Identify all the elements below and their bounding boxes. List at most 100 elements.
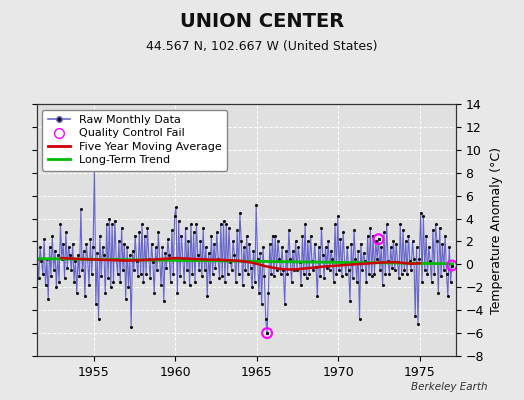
Legend: Raw Monthly Data, Quality Control Fail, Five Year Moving Average, Long-Term Tren: Raw Monthly Data, Quality Control Fail, … — [42, 110, 227, 171]
Point — [39, 270, 47, 277]
Point — [206, 278, 214, 285]
Point — [158, 244, 167, 250]
Point — [431, 221, 440, 228]
Point — [79, 248, 88, 254]
Point — [394, 259, 402, 265]
Point — [283, 270, 292, 277]
Point — [78, 267, 86, 273]
Point — [296, 259, 304, 265]
Point — [97, 273, 105, 279]
Point — [117, 224, 126, 231]
Point — [55, 278, 63, 285]
Point — [418, 278, 426, 285]
Point — [112, 256, 121, 262]
Point — [428, 278, 436, 285]
Point — [53, 252, 62, 258]
Point — [69, 240, 77, 247]
Point — [48, 232, 57, 239]
Point — [215, 275, 224, 281]
Point — [397, 270, 406, 277]
Point — [422, 232, 430, 239]
Point — [223, 270, 232, 277]
Point — [419, 213, 428, 220]
Point — [75, 273, 84, 279]
Point — [319, 252, 327, 258]
Point — [161, 250, 169, 256]
Point — [410, 256, 418, 262]
Point — [156, 256, 164, 262]
Point — [213, 229, 221, 236]
Point — [106, 284, 115, 290]
Point — [142, 270, 150, 277]
Point — [396, 221, 405, 228]
Point — [136, 270, 145, 277]
Point — [323, 265, 331, 271]
Point — [243, 232, 251, 239]
Point — [395, 275, 403, 281]
Point — [267, 270, 275, 277]
Point — [408, 238, 417, 245]
Point — [74, 252, 82, 258]
Point — [172, 204, 180, 210]
Point — [275, 256, 283, 262]
Point — [350, 227, 358, 233]
Point — [86, 236, 94, 242]
Point — [133, 258, 141, 264]
Point — [71, 258, 80, 264]
Point — [387, 244, 395, 250]
Point — [378, 282, 387, 288]
Point — [260, 273, 268, 279]
Point — [154, 229, 162, 236]
Point — [384, 258, 392, 264]
Point — [359, 250, 368, 256]
Point — [170, 213, 179, 220]
Point — [257, 301, 266, 308]
Point — [372, 238, 380, 245]
Point — [374, 236, 383, 242]
Point — [90, 164, 99, 170]
Point — [421, 267, 429, 273]
Point — [353, 278, 361, 285]
Point — [193, 252, 202, 258]
Point — [374, 236, 383, 242]
Point — [26, 278, 35, 285]
Point — [167, 278, 175, 285]
Point — [220, 218, 228, 224]
Point — [105, 215, 114, 222]
Point — [248, 284, 256, 290]
Point — [103, 221, 111, 228]
Point — [388, 265, 396, 271]
Point — [176, 273, 184, 279]
Point — [83, 256, 92, 262]
Point — [264, 290, 272, 296]
Point — [308, 258, 316, 264]
Point — [241, 267, 249, 273]
Point — [59, 240, 68, 247]
Point — [188, 270, 196, 277]
Point — [198, 273, 206, 279]
Point — [357, 240, 365, 247]
Point — [169, 270, 178, 277]
Point — [447, 262, 456, 269]
Point — [271, 232, 279, 239]
Point — [25, 248, 34, 254]
Point — [51, 248, 59, 254]
Point — [310, 240, 319, 247]
Point — [196, 238, 205, 245]
Point — [324, 238, 332, 245]
Point — [401, 238, 410, 245]
Point — [30, 267, 39, 273]
Point — [232, 278, 240, 285]
Point — [147, 240, 156, 247]
Point — [339, 229, 347, 236]
Y-axis label: Temperature Anomaly (°C): Temperature Anomaly (°C) — [489, 146, 503, 314]
Point — [424, 244, 433, 250]
Point — [85, 282, 93, 288]
Point — [119, 267, 127, 273]
Point — [138, 221, 146, 228]
Point — [177, 232, 185, 239]
Point — [199, 224, 208, 231]
Point — [336, 236, 345, 242]
Point — [312, 264, 320, 270]
Point — [314, 244, 323, 250]
